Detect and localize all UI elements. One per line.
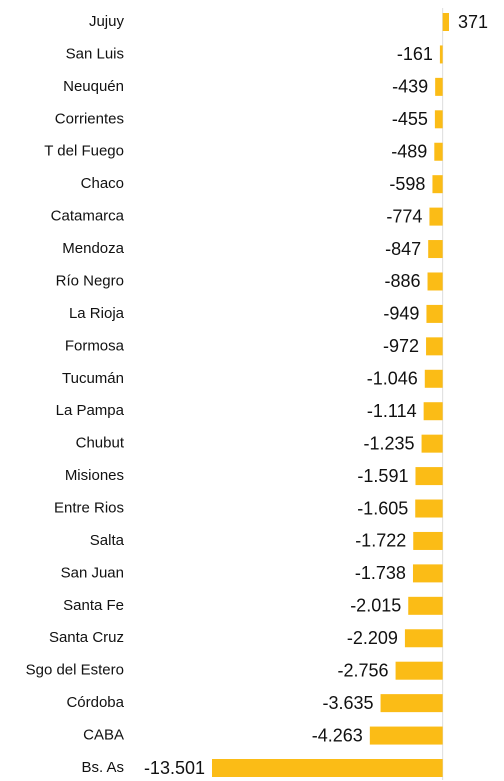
value-label: -774 bbox=[386, 206, 422, 226]
category-label: Santa Fe bbox=[63, 597, 124, 614]
value-label: -13.501 bbox=[144, 758, 205, 778]
bar bbox=[380, 694, 443, 713]
bar bbox=[432, 175, 443, 194]
bar bbox=[404, 629, 443, 648]
bar bbox=[415, 467, 443, 486]
bar bbox=[408, 596, 443, 615]
category-label: Sgo del Estero bbox=[26, 662, 124, 679]
bar bbox=[421, 434, 443, 453]
bar bbox=[395, 661, 443, 680]
category-label: Salta bbox=[90, 532, 125, 549]
category-label: Río Negro bbox=[56, 272, 124, 289]
value-label: -949 bbox=[383, 304, 419, 324]
value-label: -439 bbox=[392, 77, 428, 97]
category-label: Entre Rios bbox=[54, 499, 124, 516]
value-label: -1.722 bbox=[355, 531, 406, 551]
category-label: Mendoza bbox=[62, 240, 124, 257]
category-label: San Juan bbox=[61, 564, 124, 581]
value-label: -598 bbox=[389, 174, 425, 194]
category-label: Formosa bbox=[65, 337, 125, 354]
bar bbox=[434, 142, 443, 161]
value-label: -847 bbox=[385, 239, 421, 259]
bar bbox=[427, 272, 443, 291]
bar bbox=[442, 13, 449, 31]
category-label: Bs. As bbox=[81, 759, 124, 776]
category-label: Chaco bbox=[81, 175, 124, 192]
bar bbox=[426, 304, 443, 323]
value-label: -4.263 bbox=[312, 725, 363, 745]
category-label: Córdoba bbox=[66, 694, 124, 711]
category-label: CABA bbox=[83, 727, 124, 744]
value-label: -3.635 bbox=[323, 693, 374, 713]
bar bbox=[415, 499, 443, 518]
bar bbox=[435, 77, 443, 96]
value-label: -1.235 bbox=[364, 433, 415, 453]
value-label: -161 bbox=[397, 44, 433, 64]
category-label: T del Fuego bbox=[44, 143, 124, 160]
bar bbox=[428, 240, 443, 259]
bar bbox=[439, 45, 443, 64]
category-label: Chubut bbox=[76, 435, 125, 452]
bar bbox=[412, 564, 443, 583]
bar bbox=[212, 759, 443, 777]
value-label: -1.114 bbox=[367, 401, 417, 421]
value-label: -972 bbox=[383, 336, 419, 356]
category-label: San Luis bbox=[66, 45, 124, 62]
category-label: La Pampa bbox=[56, 402, 125, 419]
value-label: -2.756 bbox=[338, 660, 389, 680]
bar bbox=[413, 531, 443, 550]
category-label: La Rioja bbox=[69, 305, 125, 322]
bar bbox=[424, 369, 443, 388]
category-label: Misiones bbox=[65, 467, 124, 484]
value-label: -1.046 bbox=[367, 369, 418, 389]
value-label: -2.015 bbox=[350, 596, 401, 616]
bar bbox=[423, 402, 443, 421]
bar bbox=[369, 726, 443, 745]
bar bbox=[434, 110, 443, 129]
category-label: Catamarca bbox=[51, 208, 125, 225]
value-label: -1.605 bbox=[357, 498, 408, 518]
category-label: Santa Cruz bbox=[49, 629, 124, 646]
value-label: -1.591 bbox=[357, 466, 408, 486]
category-label: Corrientes bbox=[55, 110, 124, 127]
bar bbox=[426, 337, 443, 356]
value-label: -1.738 bbox=[355, 563, 406, 583]
category-label: Jujuy bbox=[89, 13, 125, 30]
value-label: -886 bbox=[384, 271, 420, 291]
value-label: -2.209 bbox=[347, 628, 398, 648]
value-label: -489 bbox=[391, 141, 427, 161]
value-label: 371 bbox=[458, 12, 488, 32]
bar bbox=[429, 207, 443, 226]
value-label: -455 bbox=[392, 109, 428, 129]
category-label: Neuquén bbox=[63, 78, 124, 95]
category-label: Tucumán bbox=[62, 370, 124, 387]
